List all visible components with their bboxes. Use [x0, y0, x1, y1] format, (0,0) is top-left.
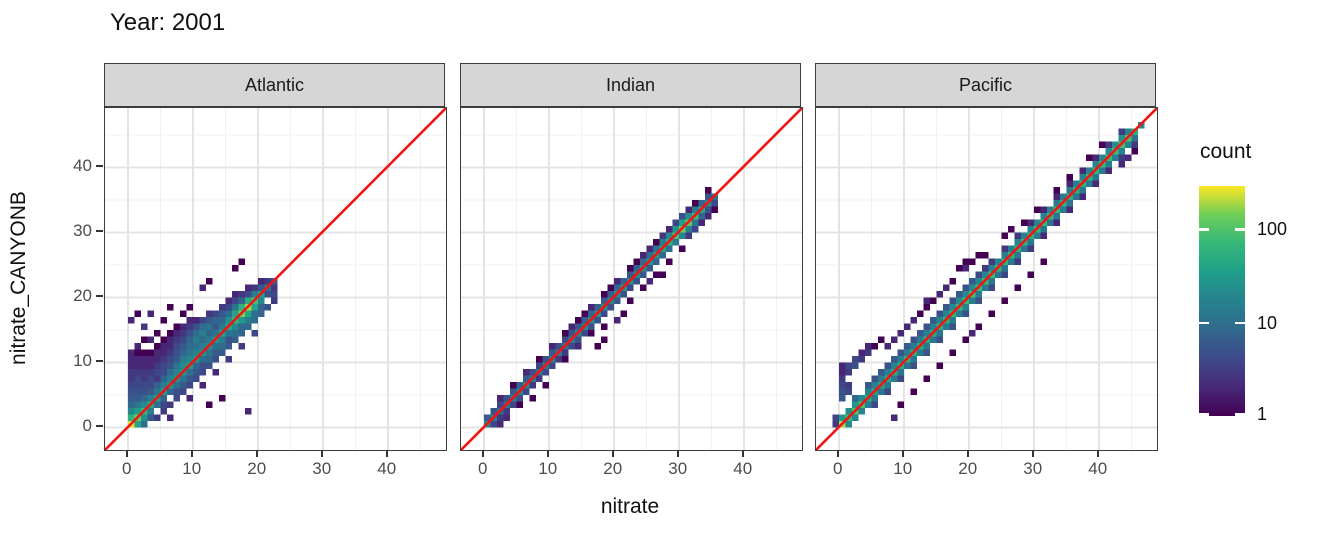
x-tick-mark — [481, 450, 484, 457]
x-tick-label: 10 — [182, 459, 202, 478]
x-tick-mark — [611, 450, 614, 457]
x-tick-mark — [546, 450, 549, 457]
y-tick-mark — [96, 165, 103, 168]
facet-strip-label: Pacific — [958, 74, 1012, 95]
legend-tick-label: 1 — [1257, 404, 1268, 425]
facet-strip-indian: Indian — [460, 63, 801, 107]
x-tick-label: 30 — [668, 459, 688, 478]
y-tick-label: 0 — [82, 416, 92, 436]
x-tick-mark — [125, 450, 128, 457]
x-tick-label: 10 — [538, 459, 558, 478]
x-tick-label: 0 — [122, 459, 132, 478]
legend-tick-mark — [1235, 228, 1245, 231]
facet-panel-indian — [460, 107, 803, 451]
facet-strip-label: Indian — [605, 74, 656, 95]
x-tick-label: 30 — [312, 459, 332, 478]
x-tick-mark — [966, 450, 969, 457]
y-tick-mark — [96, 230, 103, 233]
y-tick-label: 40 — [73, 156, 92, 176]
legend-tick-mark — [1199, 321, 1209, 325]
y-axis-title: nitrate_CANYONB — [0, 107, 38, 449]
x-tick-label: 40 — [377, 459, 397, 478]
x-axis-title: nitrate — [600, 495, 660, 518]
legend-tick-mark — [1199, 228, 1209, 231]
bin2d-canvas-indian — [461, 108, 802, 450]
x-tick-label: 0 — [833, 459, 843, 478]
y-tick-label: 30 — [73, 221, 92, 241]
x-tick-label: 30 — [1023, 459, 1043, 478]
x-tick-label: 20 — [958, 459, 978, 478]
bin2d-canvas-pacific — [816, 108, 1157, 450]
x-tick-mark — [741, 450, 744, 457]
legend-title: count — [1200, 140, 1252, 163]
y-tick-mark — [96, 360, 103, 363]
legend-tick-mark — [1199, 413, 1209, 416]
y-tick-label: 20 — [73, 286, 92, 306]
bin2d-canvas-atlantic — [105, 108, 446, 450]
x-tick-mark — [255, 450, 258, 457]
x-tick-label: 0 — [478, 459, 488, 478]
x-tick-mark — [901, 450, 904, 457]
x-tick-mark — [385, 450, 388, 457]
grid-layer — [105, 108, 446, 450]
facet-panel-pacific — [815, 107, 1158, 451]
legend-tick-mark — [1235, 321, 1245, 325]
facet-strip-pacific: Pacific — [815, 63, 1156, 107]
y-tick-mark — [96, 295, 103, 298]
x-tick-label: 40 — [1088, 459, 1108, 478]
bins-layer — [127, 258, 278, 428]
x-tick-mark — [676, 450, 679, 457]
legend-colorbar — [1199, 186, 1245, 416]
facet-strip-atlantic: Atlantic — [104, 63, 445, 107]
x-tick-label: 40 — [733, 459, 753, 478]
identity-line — [105, 108, 446, 450]
count-legend: count 100 10 1 — [1185, 140, 1335, 440]
x-tick-mark — [190, 450, 193, 457]
x-tick-mark — [1096, 450, 1099, 457]
x-tick-mark — [836, 450, 839, 457]
legend-tick-label: 100 — [1257, 219, 1288, 240]
x-tick-label: 20 — [603, 459, 623, 478]
y-tick-label: 10 — [73, 351, 92, 371]
legend-tick-label: 10 — [1257, 312, 1278, 333]
y-tick-mark — [96, 425, 103, 428]
identity-line — [816, 108, 1157, 450]
x-tick-mark — [320, 450, 323, 457]
x-tick-label: 20 — [247, 459, 267, 478]
facet-strip-label: Atlantic — [244, 74, 305, 95]
x-tick-label: 10 — [893, 459, 913, 478]
y-axis-title-text: nitrate_CANYONB — [7, 191, 30, 365]
legend-tick-mark — [1235, 413, 1245, 416]
x-tick-mark — [1031, 450, 1034, 457]
identity-line — [461, 108, 802, 450]
facet-panel-atlantic — [104, 107, 447, 451]
plot-title: Year: 2001 — [110, 9, 226, 36]
